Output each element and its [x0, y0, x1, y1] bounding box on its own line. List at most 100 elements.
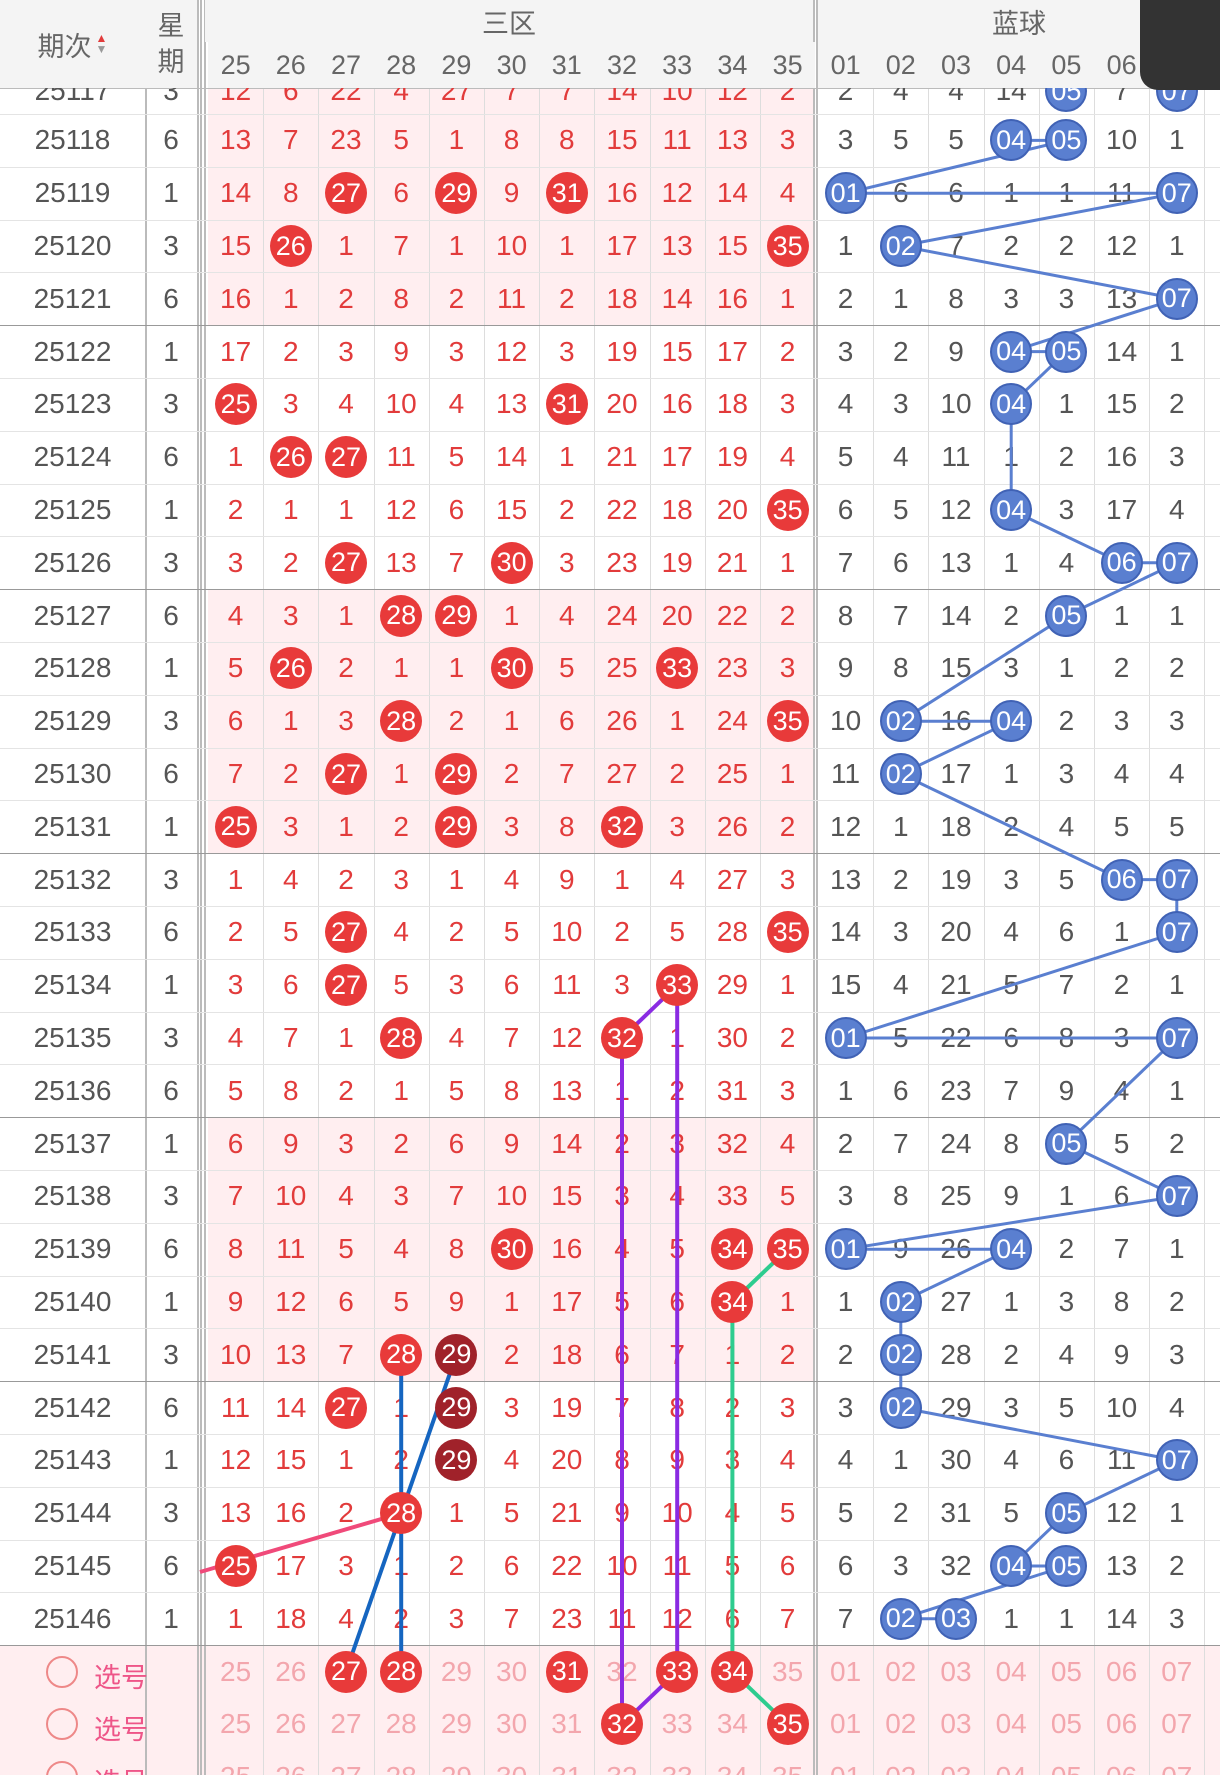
zone-cell: 27 [606, 757, 638, 789]
select-zone-number[interactable]: 34 [716, 1708, 748, 1740]
zone-cell: 14 [220, 177, 252, 209]
select-zone-number[interactable]: 30 [496, 1708, 528, 1740]
select-zone-number[interactable]: 33 [650, 1751, 705, 1775]
select-zone-number[interactable]: 26 [275, 1655, 307, 1687]
select-label[interactable]: 选号 [94, 1761, 148, 1775]
select-blue-number[interactable]: 01 [830, 1708, 862, 1740]
zone-cell: 2 [227, 493, 244, 525]
select-zone-number[interactable]: 26 [275, 1708, 307, 1740]
zone-cell: 10 [496, 229, 528, 261]
select-label[interactable]: 选号 [94, 1715, 148, 1746]
row-divider [0, 589, 1220, 591]
zone-cell: 1 [503, 1285, 520, 1317]
select-blue-number[interactable]: 07 [1161, 1655, 1193, 1687]
select-zone-number[interactable]: 30 [496, 1655, 528, 1687]
blue-cell: 5 [1058, 863, 1075, 895]
select-blue-number[interactable]: 06 [1106, 1655, 1138, 1687]
zone-cell: 1 [227, 441, 244, 473]
select-zone-number[interactable]: 32 [594, 1751, 649, 1775]
select-zone-number[interactable]: 35 [772, 1655, 804, 1687]
zone-cell: 5 [503, 916, 520, 948]
select-blue-number[interactable]: 06 [1094, 1751, 1149, 1775]
selected-ball[interactable]: 35 [766, 1703, 809, 1746]
zone-cell: 1 [338, 229, 354, 261]
select-zone-number[interactable]: 29 [429, 1751, 484, 1775]
blue-cell: 12 [1106, 1497, 1138, 1529]
select-zone-number[interactable]: 33 [661, 1708, 693, 1740]
blue-cell: 31 [940, 1497, 972, 1529]
period-header[interactable]: 期次 ▲ ▼ [0, 0, 145, 88]
select-radio[interactable] [46, 1708, 78, 1741]
selected-ball[interactable]: 27 [325, 1650, 367, 1693]
select-blue-number[interactable]: 04 [995, 1655, 1027, 1687]
select-zone-number[interactable]: 25 [220, 1708, 252, 1740]
select-zone-number[interactable]: 34 [705, 1751, 760, 1775]
select-blue-number[interactable]: 04 [995, 1708, 1027, 1740]
column-divider [928, 42, 930, 1775]
zone-cell: 3 [779, 1074, 796, 1106]
zone-cell: 9 [503, 177, 520, 209]
zone-cell: 1 [448, 124, 465, 156]
select-blue-number[interactable]: 05 [1050, 1655, 1082, 1687]
zone-cell: 5 [503, 1497, 520, 1529]
week-cell: 6 [163, 441, 179, 473]
select-zone-number[interactable]: 28 [374, 1751, 429, 1775]
select-zone-number[interactable]: 31 [551, 1708, 583, 1740]
hit-ball: 29 [435, 805, 478, 848]
selected-ball[interactable]: 28 [380, 1650, 423, 1693]
select-blue-number[interactable]: 07 [1149, 1751, 1204, 1775]
select-zone-number[interactable]: 27 [318, 1751, 373, 1775]
select-blue-number[interactable]: 05 [1039, 1751, 1094, 1775]
select-blue-number[interactable]: 01 [830, 1655, 862, 1687]
select-zone-number[interactable]: 29 [440, 1708, 472, 1740]
select-radio[interactable] [46, 1655, 78, 1688]
hit-ball: 02 [879, 1281, 922, 1323]
select-zone-number[interactable]: 29 [440, 1655, 472, 1687]
selected-ball[interactable]: 32 [601, 1703, 643, 1746]
zone-cell: 1 [558, 441, 575, 473]
sort-arrows-icon[interactable]: ▲ ▼ [95, 31, 108, 56]
selected-ball[interactable]: 33 [656, 1650, 699, 1693]
floating-menu-button[interactable] [1140, 0, 1220, 90]
select-zone-number[interactable]: 28 [385, 1708, 417, 1740]
column-divider [649, 42, 651, 1775]
select-zone-number[interactable]: 35 [760, 1751, 815, 1775]
select-blue-number[interactable]: 01 [818, 1751, 873, 1775]
select-zone-number[interactable]: 27 [330, 1708, 362, 1740]
select-blue-number[interactable]: 03 [928, 1751, 983, 1775]
hit-ball: 04 [990, 119, 1033, 162]
select-blue-number[interactable]: 06 [1106, 1708, 1138, 1740]
zone-cell: 21 [606, 441, 638, 473]
select-blue-number[interactable]: 04 [984, 1751, 1039, 1775]
select-zone-number[interactable]: 25 [208, 1751, 263, 1775]
zone-cell: 3 [282, 810, 299, 842]
select-blue-number[interactable]: 03 [940, 1655, 972, 1687]
select-blue-number[interactable]: 03 [940, 1708, 972, 1740]
select-blue-number[interactable]: 02 [885, 1655, 917, 1687]
zone-col-header: 25 [208, 42, 264, 88]
zone-cell: 19 [716, 441, 748, 473]
select-zone-number[interactable]: 31 [539, 1751, 594, 1775]
zone-cell: 4 [779, 1127, 796, 1159]
week-cell: 3 [163, 1021, 179, 1053]
zone-cell: 2 [338, 863, 354, 895]
zone-cell: 6 [448, 493, 465, 525]
hit-ball: 32 [601, 805, 643, 848]
select-blue-number[interactable]: 05 [1050, 1708, 1082, 1740]
select-blue-number[interactable]: 02 [873, 1751, 928, 1775]
selected-ball[interactable]: 34 [711, 1650, 754, 1693]
select-zone-number[interactable]: 26 [263, 1751, 318, 1775]
zone-cell: 6 [448, 1127, 465, 1159]
select-zone-number[interactable]: 25 [220, 1655, 252, 1687]
blue-cell: 15 [830, 969, 862, 1001]
blue-cell: 25 [940, 1180, 972, 1212]
selected-ball[interactable]: 31 [545, 1650, 588, 1693]
hit-ball: 28 [380, 594, 423, 637]
select-blue-number[interactable]: 02 [885, 1708, 917, 1740]
select-label[interactable]: 选号 [94, 1662, 148, 1693]
period-cell: 25134 [33, 969, 112, 1001]
select-blue-number[interactable]: 07 [1161, 1708, 1193, 1740]
select-zone-number[interactable]: 30 [484, 1751, 539, 1775]
zone-band [208, 1434, 816, 1487]
